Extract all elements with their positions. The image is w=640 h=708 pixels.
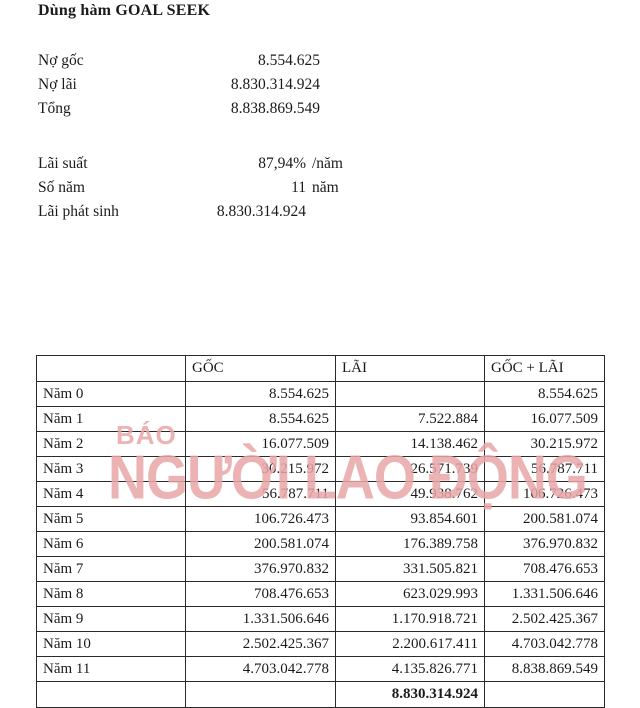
page-title: Dùng hàm GOAL SEEK [38,2,211,19]
summary-unit-years: năm [312,179,339,196]
table-row: Năm 2 16.077.509 14.138.462 30.215.972 [36,431,605,457]
cell-goc: 376.970.832 [185,556,336,582]
summary-row-principal: Nợ gốc 8.554.625 [38,52,378,76]
summary-label-rate: Lãi suất [38,155,88,172]
table-total-row: 8.830.314.924 [36,681,605,708]
cell-total: 2.502.425.367 [484,606,605,632]
summary-row-interest: Nợ lãi 8.830.314.924 [38,76,378,100]
summary-rate-block: Lãi suất 87,94% /năm Số năm 11 năm Lãi p… [38,155,378,227]
cell-total: 708.476.653 [484,556,605,582]
summary-value-interest: 8.830.314.924 [230,76,320,93]
column-header-goc: GỐC [185,355,336,382]
cell-goc: 56.787.711 [185,481,336,507]
cell-year: Năm 3 [36,456,186,482]
cell-year: Năm 6 [36,531,186,557]
table-row: Năm 8 708.476.653 623.029.993 1.331.506.646 [36,581,605,607]
table-row: Năm 9 1.331.506.646 1.170.918.721 2.502.425… [36,606,605,632]
cell-goc: 200.581.074 [185,531,336,557]
cell-goc: 2.502.425.367 [185,631,336,657]
cell-goc: 16.077.509 [185,431,336,457]
cell-lai: 623.029.993 [335,581,485,607]
cell-year: Năm 9 [36,606,186,632]
cell-goc: 8.554.625 [185,406,336,432]
cell-lai: 4.135.826.771 [335,656,485,682]
cell-lai [335,381,485,407]
cell-total-label [36,681,186,708]
cell-lai: 1.170.918.721 [335,606,485,632]
cell-lai: 176.389.758 [335,531,485,557]
column-header-year [36,355,186,382]
table-row: Năm 11 4.703.042.778 4.135.826.771 8.838.86… [36,656,605,682]
column-header-lai: LÃI [335,355,485,382]
cell-lai: 93.854.601 [335,506,485,532]
amortization-table-container: GỐC LÃI GỐC + LÃI Năm 0 8.554.625 8.554.62… [36,355,605,708]
cell-year: Năm 10 [36,631,186,657]
summary-value-rate: 87,94% [258,155,306,172]
cell-goc: 8.554.625 [185,381,336,407]
cell-total: 30.215.972 [484,431,605,457]
cell-total-lai: 8.830.314.924 [335,681,485,708]
cell-year: Năm 7 [36,556,186,582]
cell-year: Năm 0 [36,381,186,407]
table-row: Năm 0 8.554.625 8.554.625 [36,381,605,407]
cell-lai: 331.505.821 [335,556,485,582]
cell-goc: 4.703.042.778 [185,656,336,682]
cell-year: Năm 4 [36,481,186,507]
table-row: Năm 1 8.554.625 7.522.884 16.077.509 [36,406,605,432]
cell-year: Năm 1 [36,406,186,432]
summary-debt-block: Nợ gốc 8.554.625 Nợ lãi 8.830.314.924 Tổ… [38,52,378,124]
summary-value-accrued-interest: 8.830.314.924 [216,203,306,220]
table-row: Năm 7 376.970.832 331.505.821 708.476.653 [36,556,605,582]
cell-total: 8.838.869.549 [484,656,605,682]
cell-total: 200.581.074 [484,506,605,532]
summary-value-principal: 8.554.625 [258,52,320,69]
cell-year: Năm 8 [36,581,186,607]
cell-total: 56.787.711 [484,456,605,482]
table-row: Năm 5 106.726.473 93.854.601 200.581.074 [36,506,605,532]
cell-year: Năm 2 [36,431,186,457]
table-header-row: GỐC LÃI GỐC + LÃI [36,355,605,382]
summary-unit-rate: /năm [312,155,343,172]
cell-lai: 26.571.739 [335,456,485,482]
summary-label-accrued-interest: Lãi phát sinh [38,203,119,220]
cell-lai: 2.200.617.411 [335,631,485,657]
table-row: Năm 10 2.502.425.367 2.200.617.411 4.703.04… [36,631,605,657]
cell-total-sum [484,681,605,708]
summary-row-total: Tổng 8.838.869.549 [38,100,378,124]
cell-lai: 14.138.462 [335,431,485,457]
summary-row-rate: Lãi suất 87,94% /năm [38,155,378,179]
cell-goc: 1.331.506.646 [185,606,336,632]
summary-label-interest: Nợ lãi [38,76,77,93]
cell-total: 8.554.625 [484,381,605,407]
cell-goc: 708.476.653 [185,581,336,607]
summary-label-principal: Nợ gốc [38,52,84,69]
column-header-total: GỐC + LÃI [484,355,605,382]
cell-year: Năm 11 [36,656,186,682]
cell-total: 376.970.832 [484,531,605,557]
cell-total: 1.331.506.646 [484,581,605,607]
summary-value-total: 8.838.869.549 [230,100,320,117]
cell-goc: 30.215.972 [185,456,336,482]
cell-total: 16.077.509 [484,406,605,432]
cell-lai: 49.938.762 [335,481,485,507]
cell-goc: 106.726.473 [185,506,336,532]
amortization-table: GỐC LÃI GỐC + LÃI Năm 0 8.554.625 8.554.62… [36,355,605,708]
cell-total: 4.703.042.778 [484,631,605,657]
cell-year: Năm 5 [36,506,186,532]
table-row: Năm 4 56.787.711 49.938.762 106.726.473 [36,481,605,507]
cell-lai: 7.522.884 [335,406,485,432]
summary-row-accrued-interest: Lãi phát sinh 8.830.314.924 [38,203,378,227]
summary-label-years: Số năm [38,179,85,196]
cell-total-goc [185,681,336,708]
summary-label-total: Tổng [38,100,71,117]
summary-row-years: Số năm 11 năm [38,179,378,203]
table-row: Năm 6 200.581.074 176.389.758 376.970.832 [36,531,605,557]
cell-total: 106.726.473 [484,481,605,507]
summary-value-years: 11 [291,179,306,196]
table-row: Năm 3 30.215.972 26.571.739 56.787.711 [36,456,605,482]
